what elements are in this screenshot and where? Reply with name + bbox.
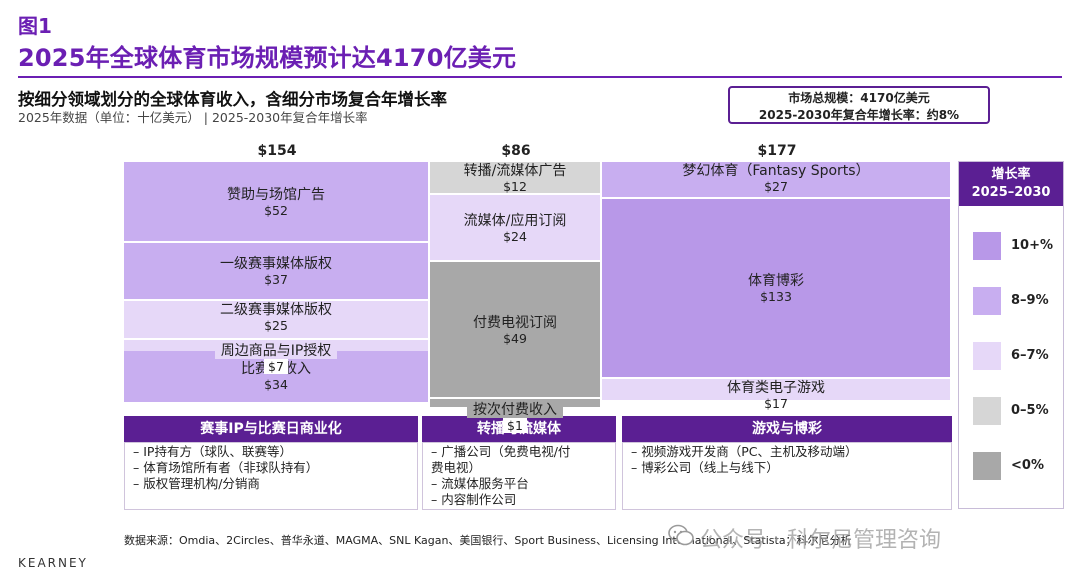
segment-value: $52 (264, 202, 288, 218)
brand-logo: KEARNEY (18, 556, 88, 570)
segment-cell-broadcast-3: 按次付费收入 $1 (430, 399, 602, 434)
column-total-broadcast: $86 (501, 143, 531, 159)
segment-name: 流媒体/应用订阅 (463, 212, 567, 229)
legend-label: 8–9% (1011, 293, 1049, 308)
legend-swatch (973, 452, 1001, 480)
growth-legend: 增长率 2025–2030 10+% 8–9% 6–7% 0–5% <0% (958, 161, 1064, 509)
segment-bullets-gaming: – 视频游戏开发商（PC、主机及移动端） – 博彩公司（线上与线下） (622, 442, 952, 510)
legend-item: 0–5% (973, 397, 1063, 425)
segment-name: 赞助与场馆广告 (227, 186, 325, 203)
segment-value: $34 (264, 377, 288, 393)
bullet-item: – 博彩公司（线上与线下） (631, 460, 779, 475)
segment-name: 体育类电子游戏 (727, 379, 825, 396)
legend-swatch (973, 232, 1001, 260)
segment-header-ip: 赛事IP与比赛日商业化 (124, 416, 418, 442)
market-cagr-text: 2025-2030年复合年增长率：约8% (758, 108, 960, 122)
segment-name: 二级赛事媒体版权 (220, 301, 332, 318)
segment-cell-broadcast-1: 流媒体/应用订阅 $24 (430, 195, 602, 263)
segment-value: $49 (503, 330, 527, 346)
segment-name: 按次付费收入 (467, 402, 563, 419)
segment-value: $37 (264, 271, 288, 287)
bullet-item: – 流媒体服务平台 (431, 476, 529, 491)
bullet-item: – IP持有方（球队、联赛等） (133, 444, 292, 459)
legend-label: 0–5% (1011, 403, 1049, 418)
segment-value: $7 (264, 358, 288, 374)
segment-cell-ip-1: 一级赛事媒体版权 $37 (124, 243, 430, 301)
segment-name: 梦幻体育（Fantasy Sports） (682, 163, 870, 179)
legend-label: 10+% (1011, 238, 1054, 253)
segment-name: 转播/流媒体广告 (463, 163, 567, 179)
legend-title-line2: 2025–2030 (971, 185, 1051, 200)
legend-label: 6–7% (1011, 348, 1049, 363)
bullet-item: – 版权管理机构/分销商 (133, 476, 260, 491)
legend-swatch (973, 287, 1001, 315)
title-divider (18, 76, 1062, 78)
column-total-gaming: $177 (757, 143, 797, 159)
segment-cell-broadcast-2: 付费电视订阅 $49 (430, 262, 602, 400)
segment-name: 一级赛事媒体版权 (220, 255, 332, 272)
segment-cell-broadcast-0: 转播/流媒体广告 $12 (430, 162, 602, 196)
wechat-icon (668, 524, 694, 546)
segment-value: $17 (764, 395, 788, 411)
segment-cell-ip-3: 周边商品与IP授权 $7 (124, 339, 430, 374)
legend-item: 10+% (973, 232, 1063, 260)
segment-bullets-broadcast: – 广播公司（免费电视/付 费电视） – 流媒体服务平台 – 内容制作公司 (422, 442, 616, 510)
segment-header-gaming: 游戏与博彩 (622, 416, 952, 442)
segment-cell-gaming-1: 体育博彩 $133 (602, 198, 952, 379)
bullet-item: – 视频游戏开发商（PC、主机及移动端） (631, 444, 858, 459)
segment-value: $25 (264, 317, 288, 333)
market-total-text: 市场总规模：4170亿美元 (788, 91, 930, 105)
chart-subtitle: 按细分领域划分的全球体育收入，含细分市场复合年增长率 (18, 90, 447, 109)
segment-cell-gaming-0: 梦幻体育（Fantasy Sports） $27 (602, 162, 952, 199)
market-summary-box: 市场总规模：4170亿美元 2025-2030年复合年增长率：约8% (728, 86, 990, 124)
legend-swatch (973, 397, 1001, 425)
segment-cell-ip-2: 二级赛事媒体版权 $25 (124, 300, 430, 340)
figure-label: 图1 (18, 14, 52, 38)
legend-label: <0% (1011, 458, 1044, 473)
segment-name: 周边商品与IP授权 (214, 342, 338, 359)
segment-name: 付费电视订阅 (473, 314, 557, 331)
bullet-item: – 内容制作公司 (431, 492, 517, 507)
segment-value: $1 (503, 418, 527, 434)
legend-item: 6–7% (973, 342, 1063, 370)
segment-name: 体育博彩 (748, 272, 804, 289)
segment-value: $27 (764, 179, 788, 194)
legend-swatch (973, 342, 1001, 370)
watermark-text: 公众号 · 科尔尼管理咨询 (700, 528, 941, 553)
legend-item: 8–9% (973, 287, 1063, 315)
legend-title-line1: 增长率 (991, 167, 1031, 182)
chart-units-note: 2025年数据（单位：十亿美元） | 2025-2030年复合年增长率 (18, 110, 368, 125)
legend-item: <0% (973, 452, 1063, 480)
bullet-item: – 广播公司（免费电视/付 (431, 444, 571, 459)
bullet-item: – 体育场馆所有者（非球队持有） (133, 460, 319, 475)
bullet-item: 费电视） (431, 460, 482, 475)
column-total-ip: $154 (257, 143, 297, 159)
page-title: 2025年全球体育市场规模预计达4170亿美元 (18, 44, 517, 72)
segment-value: $24 (503, 228, 527, 244)
segment-value: $133 (760, 288, 792, 304)
legend-title: 增长率 2025–2030 (959, 162, 1063, 206)
segment-bullets-ip: – IP持有方（球队、联赛等） – 体育场馆所有者（非球队持有） – 版权管理机… (124, 442, 418, 510)
segment-value: $12 (503, 179, 527, 194)
segment-cell-ip-0: 赞助与场馆广告 $52 (124, 162, 430, 244)
segment-cell-gaming-2: 体育类电子游戏 $17 (602, 378, 952, 411)
